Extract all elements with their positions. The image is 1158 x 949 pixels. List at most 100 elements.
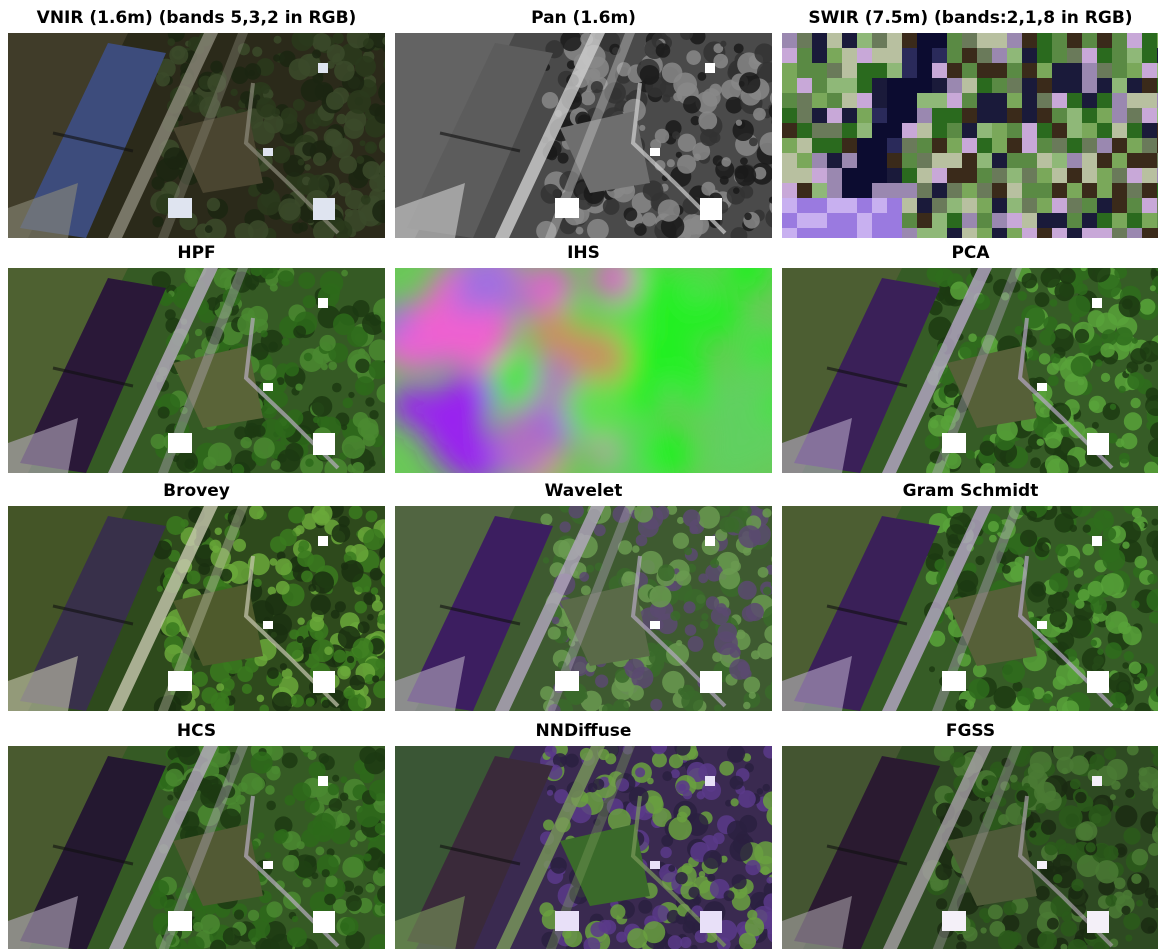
house bbox=[942, 671, 966, 691]
pixel bbox=[917, 123, 932, 138]
pixel bbox=[782, 123, 797, 138]
pixel bbox=[842, 48, 857, 63]
panel-title: Brovey bbox=[8, 476, 385, 506]
pixel bbox=[887, 183, 902, 198]
house bbox=[263, 621, 273, 629]
pixel bbox=[827, 228, 842, 238]
pixel bbox=[1097, 183, 1112, 198]
pixel bbox=[1112, 48, 1127, 63]
pixel bbox=[1142, 33, 1157, 48]
pixel bbox=[1097, 213, 1112, 228]
pixel bbox=[932, 33, 947, 48]
pixel bbox=[1082, 138, 1097, 153]
panel-title: HPF bbox=[8, 238, 385, 268]
pixel bbox=[872, 153, 887, 168]
pixel bbox=[827, 63, 842, 78]
pixel bbox=[812, 228, 827, 238]
pixel bbox=[1082, 228, 1097, 238]
pixel bbox=[917, 183, 932, 198]
pixel bbox=[887, 33, 902, 48]
pixel bbox=[992, 33, 1007, 48]
pixel bbox=[857, 48, 872, 63]
pixel bbox=[1067, 33, 1082, 48]
pixel bbox=[857, 63, 872, 78]
pixel bbox=[932, 93, 947, 108]
pixel bbox=[1112, 78, 1127, 93]
pixel bbox=[872, 93, 887, 108]
pixel bbox=[797, 138, 812, 153]
pixel bbox=[1127, 108, 1142, 123]
figure: VNIR (1.6m) (bands 5,3,2 in RGB)Pan (1.6… bbox=[0, 0, 1158, 949]
pixel bbox=[887, 108, 902, 123]
pixel bbox=[947, 168, 962, 183]
pixel bbox=[1067, 78, 1082, 93]
house bbox=[318, 776, 328, 786]
pixel bbox=[1037, 138, 1052, 153]
pixel bbox=[887, 213, 902, 228]
satellite-image bbox=[782, 746, 1158, 949]
pixel bbox=[977, 93, 992, 108]
pixel bbox=[1082, 63, 1097, 78]
pixel bbox=[857, 138, 872, 153]
panel: HCS bbox=[8, 716, 385, 949]
pixel bbox=[872, 168, 887, 183]
pixel bbox=[917, 213, 932, 228]
pixel bbox=[872, 78, 887, 93]
pixel bbox=[947, 138, 962, 153]
pixel bbox=[1037, 153, 1052, 168]
pixel bbox=[1052, 63, 1067, 78]
pixel bbox=[857, 228, 872, 238]
pixel bbox=[917, 138, 932, 153]
pixel bbox=[842, 123, 857, 138]
pixel bbox=[1037, 63, 1052, 78]
satellite-image bbox=[782, 506, 1158, 711]
pixel bbox=[1037, 108, 1052, 123]
pixel bbox=[827, 48, 842, 63]
pixel bbox=[902, 168, 917, 183]
pixel bbox=[887, 78, 902, 93]
pixel bbox=[782, 108, 797, 123]
pixel bbox=[857, 198, 872, 213]
pixel bbox=[992, 153, 1007, 168]
pixel bbox=[962, 93, 977, 108]
pixel bbox=[1007, 93, 1022, 108]
pixel bbox=[977, 183, 992, 198]
pixel bbox=[992, 63, 1007, 78]
pixel bbox=[977, 78, 992, 93]
house bbox=[1087, 671, 1109, 693]
pixel bbox=[1112, 138, 1127, 153]
pixel bbox=[797, 183, 812, 198]
pixel bbox=[1067, 48, 1082, 63]
pixel bbox=[1112, 153, 1127, 168]
pixel bbox=[992, 228, 1007, 238]
pixel bbox=[1052, 213, 1067, 228]
pixel bbox=[872, 63, 887, 78]
pixel bbox=[1052, 198, 1067, 213]
pixel bbox=[887, 48, 902, 63]
house bbox=[318, 298, 328, 308]
pixel bbox=[932, 108, 947, 123]
house bbox=[705, 536, 715, 546]
image-content bbox=[8, 33, 385, 238]
pixel bbox=[1067, 63, 1082, 78]
pixel bbox=[887, 228, 902, 238]
pixel bbox=[857, 108, 872, 123]
pixel bbox=[947, 228, 962, 238]
pixel bbox=[827, 198, 842, 213]
pixel bbox=[1127, 63, 1142, 78]
house bbox=[313, 198, 335, 220]
pixel bbox=[902, 63, 917, 78]
pixel bbox=[842, 33, 857, 48]
image-content bbox=[8, 746, 385, 949]
pixel bbox=[1022, 213, 1037, 228]
panel-title: FGSS bbox=[782, 716, 1158, 746]
pixel bbox=[857, 93, 872, 108]
pixel bbox=[947, 48, 962, 63]
house bbox=[700, 198, 722, 220]
pixel bbox=[857, 213, 872, 228]
pixel bbox=[992, 93, 1007, 108]
house bbox=[313, 671, 335, 693]
panel: VNIR (1.6m) (bands 5,3,2 in RGB) bbox=[8, 3, 385, 238]
pixel bbox=[1052, 108, 1067, 123]
pixel bbox=[1067, 93, 1082, 108]
